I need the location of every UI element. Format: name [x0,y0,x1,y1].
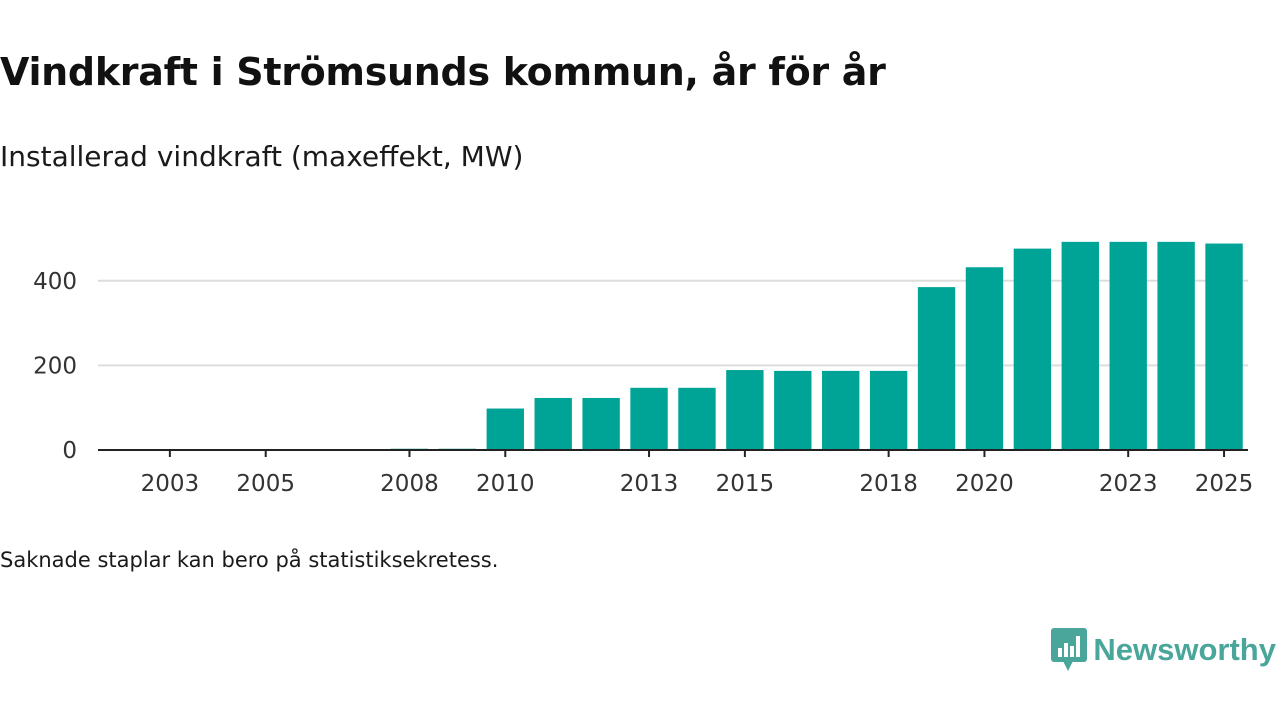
x-tick-label: 2015 [716,471,775,497]
axes: 0 200 400 2003 2005 2008 2010 2013 2015 2018 2020 2… [33,269,1253,497]
chart-subtitle: Installerad vindkraft (maxeffekt, MW) [0,140,524,173]
x-tick-label: 2008 [380,471,439,497]
bars [390,241,1243,450]
x-tick-label: 2013 [620,471,679,497]
bar-2025 [1205,243,1243,450]
y-tick-label: 0 [62,438,77,464]
bar-2012 [582,397,620,450]
x-tick-label: 2020 [955,471,1014,497]
bar-2023 [1109,241,1147,450]
footnote: Saknade staplar kan bero på statistiksek… [0,548,499,572]
y-tick-label: 200 [33,353,77,379]
chart-title: Vindkraft i Strömsunds kommun, år för år [0,50,886,94]
y-tick-label: 400 [33,269,77,295]
bar-2020 [965,267,1004,450]
x-tick-label: 2018 [859,471,918,497]
bar-2022 [1061,241,1099,450]
bar-2016 [774,370,812,450]
x-tick-label: 2003 [141,471,200,497]
x-tick-label: 2025 [1195,471,1254,497]
bar-chart-speech-bubble-icon [1051,628,1088,671]
bar-2024 [1157,241,1195,450]
newsworthy-logo: Newsworthy [1051,628,1276,672]
bar-2013 [630,387,668,450]
bar-2018 [869,370,908,450]
brand-name: Newsworthy [1093,632,1276,667]
bar-2017 [822,370,860,450]
bar-2011 [534,397,572,450]
gridlines [98,279,1248,367]
x-tick-label: 2005 [236,471,295,497]
bar-2014 [678,387,716,450]
bar-2019 [917,287,956,450]
x-tick-label: 2010 [476,471,535,497]
bar-2021 [1013,248,1052,450]
bar-2015 [726,370,764,450]
bar-2010 [486,408,524,450]
bar-chart: 0 200 400 2003 2005 2008 2010 2013 2015 2018 2020 2… [33,241,1253,497]
x-tick-label: 2023 [1099,471,1158,497]
